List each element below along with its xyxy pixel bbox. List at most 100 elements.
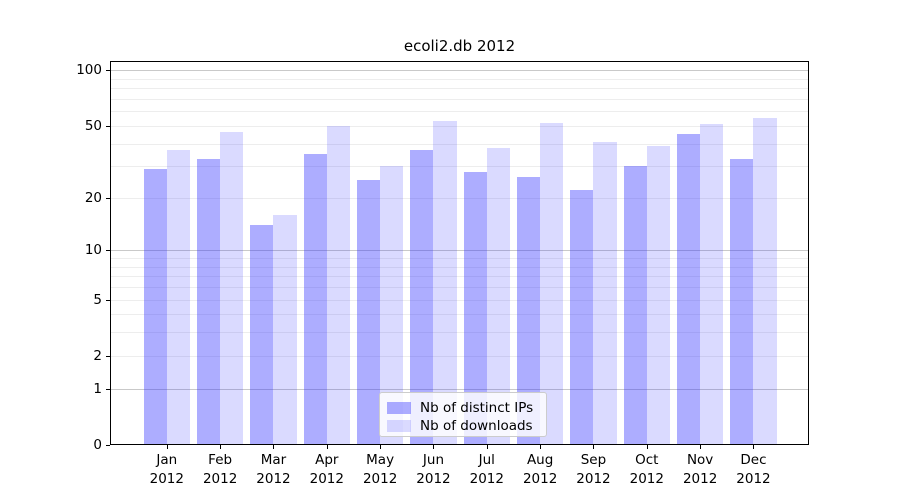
bar-downloads bbox=[433, 121, 457, 445]
bar-downloads bbox=[166, 149, 190, 445]
gridline-minor bbox=[110, 166, 809, 168]
bar-distinct-ips bbox=[516, 177, 541, 445]
x-tick-month: Aug bbox=[526, 452, 554, 468]
bar-distinct-ips bbox=[143, 168, 167, 445]
x-tick-mark bbox=[700, 445, 702, 449]
bar-downloads bbox=[220, 132, 244, 445]
x-tick-year: 2012 bbox=[522, 471, 558, 487]
y-tick-label: 2 bbox=[93, 347, 102, 364]
chart-title: ecoli2.db 2012 bbox=[403, 37, 516, 55]
gridline-minor bbox=[110, 314, 809, 316]
x-tick-month: Sep bbox=[580, 452, 607, 468]
plot-background bbox=[110, 61, 809, 445]
x-tick-mark bbox=[273, 445, 275, 449]
y-tick-label: 50 bbox=[84, 117, 102, 134]
x-tick-mark bbox=[646, 445, 648, 449]
x-tick-year: 2012 bbox=[149, 471, 184, 487]
y-tick-label: 5 bbox=[93, 291, 102, 308]
y-tick-mark bbox=[106, 355, 110, 357]
x-tick-month: Apr bbox=[315, 452, 339, 468]
bar-downloads bbox=[486, 147, 510, 445]
x-tick-label: May 2012 bbox=[350, 451, 410, 489]
x-tick-month: Dec bbox=[740, 452, 767, 468]
x-tick-label: Nov 2012 bbox=[670, 451, 730, 489]
y-tick-label: 10 bbox=[84, 242, 102, 259]
bar-downloads bbox=[273, 214, 297, 445]
bar-distinct-ips bbox=[303, 154, 327, 445]
x-tick-year: 2012 bbox=[682, 471, 718, 487]
x-tick-year: 2012 bbox=[469, 471, 504, 487]
bar-distinct-ips bbox=[623, 166, 647, 445]
bar-distinct-ips bbox=[356, 180, 381, 445]
gridline-minor bbox=[110, 299, 809, 301]
x-tick-year: 2012 bbox=[576, 471, 611, 487]
x-tick-label: Oct 2012 bbox=[617, 451, 677, 489]
x-tick-month: Jan bbox=[156, 452, 178, 468]
x-tick-mark bbox=[326, 445, 328, 449]
x-tick-label: Dec 2012 bbox=[723, 451, 783, 489]
legend-swatch-distinct-ips bbox=[387, 402, 411, 414]
y-tick-label: 100 bbox=[76, 62, 102, 79]
x-tick-month: Nov bbox=[686, 452, 714, 468]
x-tick-year: 2012 bbox=[202, 471, 238, 487]
bar-downloads bbox=[540, 122, 564, 445]
y-tick-mark bbox=[106, 388, 110, 390]
y-tick-mark bbox=[106, 445, 110, 446]
gridline-minor bbox=[110, 355, 809, 357]
x-tick-label: Mar 2012 bbox=[243, 451, 303, 489]
y-tick-label: 20 bbox=[84, 189, 102, 206]
legend-row: Nb of downloads bbox=[387, 418, 536, 434]
x-tick-mark bbox=[486, 445, 488, 449]
gridline-minor bbox=[110, 98, 809, 100]
x-tick-year: 2012 bbox=[416, 471, 451, 487]
y-tick-mark bbox=[106, 299, 110, 301]
bar-distinct-ips bbox=[463, 171, 487, 445]
x-tick-month: Jul bbox=[478, 452, 495, 468]
x-tick-month: Feb bbox=[208, 452, 233, 468]
x-tick-mark bbox=[593, 445, 595, 449]
x-tick-mark bbox=[540, 445, 542, 449]
x-tick-year: 2012 bbox=[736, 471, 771, 487]
legend-swatch-downloads bbox=[387, 420, 411, 432]
x-tick-label: Apr 2012 bbox=[297, 451, 357, 489]
y-tick-mark bbox=[106, 250, 110, 252]
gridline-minor bbox=[110, 78, 809, 80]
x-tick-label: Aug 2012 bbox=[510, 451, 570, 489]
bar-distinct-ips bbox=[730, 158, 754, 445]
bar-distinct-ips bbox=[570, 190, 594, 445]
gridline-minor bbox=[110, 287, 809, 289]
x-tick-mark bbox=[380, 445, 382, 449]
x-tick-year: 2012 bbox=[309, 471, 344, 487]
y-tick-mark bbox=[106, 70, 110, 72]
y-tick-label: 1 bbox=[93, 380, 102, 397]
x-tick-label: Jun 2012 bbox=[403, 451, 463, 489]
y-tick-mark bbox=[106, 125, 110, 127]
x-tick-mark bbox=[220, 445, 222, 449]
gridline-minor bbox=[110, 276, 809, 278]
gridline-major bbox=[110, 70, 809, 72]
x-tick-mark bbox=[166, 445, 168, 449]
x-tick-month: May bbox=[366, 452, 395, 468]
gridline-minor bbox=[110, 332, 809, 334]
x-tick-year: 2012 bbox=[362, 471, 398, 487]
x-tick-year: 2012 bbox=[256, 471, 291, 487]
x-tick-label: Feb 2012 bbox=[190, 451, 250, 489]
bar-distinct-ips bbox=[250, 225, 274, 445]
x-tick-mark bbox=[433, 445, 435, 449]
legend-label-distinct-ips: Nb of distinct IPs bbox=[420, 400, 534, 416]
x-tick-label: Jan 2012 bbox=[137, 451, 197, 489]
gridline-major bbox=[110, 250, 809, 252]
gridline-minor bbox=[110, 111, 809, 113]
legend-row: Nb of distinct IPs bbox=[387, 400, 536, 416]
x-tick-month: Jun bbox=[422, 452, 444, 468]
gridline-major bbox=[110, 388, 809, 390]
gridline-minor bbox=[110, 143, 809, 145]
legend: Nb of distinct IPs Nb of downloads bbox=[379, 392, 547, 437]
gridline-minor bbox=[110, 266, 809, 268]
bar-downloads bbox=[380, 166, 404, 445]
bar-downloads bbox=[753, 118, 777, 445]
gridline-minor bbox=[110, 88, 809, 90]
gridline-minor bbox=[110, 197, 809, 199]
gridline-minor bbox=[110, 258, 809, 260]
